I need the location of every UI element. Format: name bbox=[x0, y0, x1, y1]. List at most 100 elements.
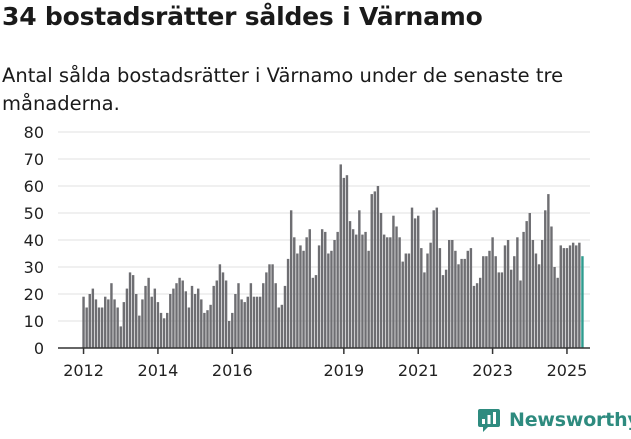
x-axis: 2012 2014 2016 2019 2021 2023 2025 bbox=[58, 347, 590, 380]
bar-2015-10 bbox=[221, 272, 225, 348]
bar-2016-12 bbox=[265, 272, 268, 348]
newsworthy-logo: Newsworthy bbox=[476, 407, 631, 433]
bar-2017-03 bbox=[274, 283, 277, 348]
bar-2014-02 bbox=[159, 312, 163, 348]
bar-2024-10 bbox=[556, 277, 559, 348]
bar-2021-05 bbox=[429, 242, 432, 348]
bar-2021-04 bbox=[426, 253, 429, 348]
bar-2023-02 bbox=[494, 256, 497, 348]
y-tick-label: 10 bbox=[24, 312, 44, 331]
bar-2019-11 bbox=[373, 191, 377, 348]
bar-2021-08 bbox=[438, 248, 442, 348]
bar-2014-01 bbox=[156, 302, 160, 348]
bar-2017-10 bbox=[296, 253, 299, 348]
x-tick-label: 2012 bbox=[63, 361, 104, 380]
y-tick-label: 60 bbox=[24, 177, 44, 196]
bar-2012-04 bbox=[91, 288, 95, 348]
x-tick-label: 2023 bbox=[472, 361, 513, 380]
bar-2013-04 bbox=[128, 272, 132, 348]
bar-2015-09 bbox=[218, 264, 222, 348]
bar-2020-07 bbox=[398, 237, 401, 348]
bar-2018-08 bbox=[327, 253, 330, 348]
bar-2023-07 bbox=[509, 269, 513, 348]
bar-2024-06 bbox=[544, 210, 547, 348]
bar-2025-01 bbox=[565, 248, 569, 348]
bar-2022-08 bbox=[475, 283, 479, 348]
bar-2013-11 bbox=[150, 296, 153, 348]
bar-2023-03 bbox=[497, 272, 500, 348]
bar-2018-12 bbox=[339, 164, 342, 348]
bar-2024-02 bbox=[531, 240, 535, 348]
bar-2019-04 bbox=[351, 229, 355, 348]
bar-2022-10 bbox=[482, 256, 485, 348]
bar-2021-12 bbox=[451, 240, 454, 348]
bar-2015-06 bbox=[209, 304, 212, 348]
bar-2023-11 bbox=[522, 231, 525, 348]
bar-2012-09 bbox=[107, 299, 110, 348]
y-axis-labels: 0 10 20 30 40 50 60 70 80 bbox=[24, 123, 44, 358]
bar-2021-06 bbox=[432, 210, 435, 348]
y-tick-label: 40 bbox=[24, 231, 44, 250]
bar-2012-10 bbox=[110, 283, 113, 348]
bar-2019-07 bbox=[361, 234, 364, 348]
bar-2024-01 bbox=[528, 213, 531, 348]
annotations: 34 bbox=[582, 0, 602, 4]
bar-2016-11 bbox=[262, 283, 265, 348]
bar-2019-12 bbox=[376, 186, 380, 348]
bar-2021-11 bbox=[448, 240, 451, 348]
bar-2024-08 bbox=[550, 226, 553, 348]
bar-2020-09 bbox=[404, 253, 408, 348]
bar-2017-07 bbox=[286, 258, 290, 348]
bar-2023-09 bbox=[516, 237, 519, 348]
bar-2022-09 bbox=[478, 277, 482, 348]
bar-2019-10 bbox=[370, 194, 373, 348]
bar-2016-06 bbox=[246, 296, 249, 348]
x-tick-label: 2025 bbox=[547, 361, 588, 380]
bar-2023-12 bbox=[525, 221, 528, 348]
bar-2016-07 bbox=[249, 283, 253, 348]
bar-2022-01 bbox=[454, 250, 457, 348]
bar-2019-05 bbox=[355, 234, 358, 348]
bar-2023-10 bbox=[519, 280, 522, 348]
y-tick-label: 70 bbox=[24, 150, 44, 169]
bar-2018-06 bbox=[320, 229, 324, 348]
bar-2012-02 bbox=[85, 307, 88, 348]
brand-name: Newsworthy bbox=[509, 409, 631, 431]
bar-2016-02 bbox=[234, 294, 237, 348]
bar-2021-10 bbox=[444, 269, 448, 348]
bar-2019-02 bbox=[345, 175, 349, 348]
bar-2020-11 bbox=[410, 207, 414, 348]
bar-2017-01 bbox=[268, 264, 271, 348]
bar-2016-09 bbox=[255, 296, 259, 348]
bar-2023-08 bbox=[513, 256, 516, 348]
bar-2017-04 bbox=[277, 307, 280, 348]
bar-2022-07 bbox=[472, 285, 476, 348]
bar-2012-06 bbox=[97, 307, 101, 348]
bar-2013-02 bbox=[122, 302, 126, 348]
bar-2013-09 bbox=[144, 285, 147, 348]
bar-2018-04 bbox=[314, 275, 318, 348]
y-tick-label: 80 bbox=[24, 123, 44, 142]
bar-2024-04 bbox=[537, 264, 541, 348]
x-tick-label: 2016 bbox=[212, 361, 253, 380]
bar-2015-02 bbox=[197, 288, 200, 348]
bar-2017-06 bbox=[283, 285, 287, 348]
bar-2014-06 bbox=[172, 288, 175, 348]
bar-2022-04 bbox=[463, 258, 466, 348]
bar-2020-02 bbox=[382, 234, 386, 348]
bar-2015-03 bbox=[200, 299, 203, 348]
bar-2016-05 bbox=[243, 302, 246, 348]
bar-2012-05 bbox=[94, 299, 98, 348]
bar-2015-04 bbox=[203, 312, 206, 348]
bar-2022-06 bbox=[469, 248, 473, 348]
bar-2012-08 bbox=[104, 296, 107, 348]
bar-2013-12 bbox=[153, 288, 157, 348]
bar-2015-05 bbox=[206, 310, 209, 348]
bar-2018-05 bbox=[317, 245, 321, 348]
bar-2017-11 bbox=[299, 245, 302, 348]
bar-2024-07 bbox=[547, 194, 550, 348]
bar-2017-08 bbox=[289, 210, 293, 348]
bar-2015-08 bbox=[215, 280, 219, 348]
bar-2022-05 bbox=[466, 250, 470, 348]
